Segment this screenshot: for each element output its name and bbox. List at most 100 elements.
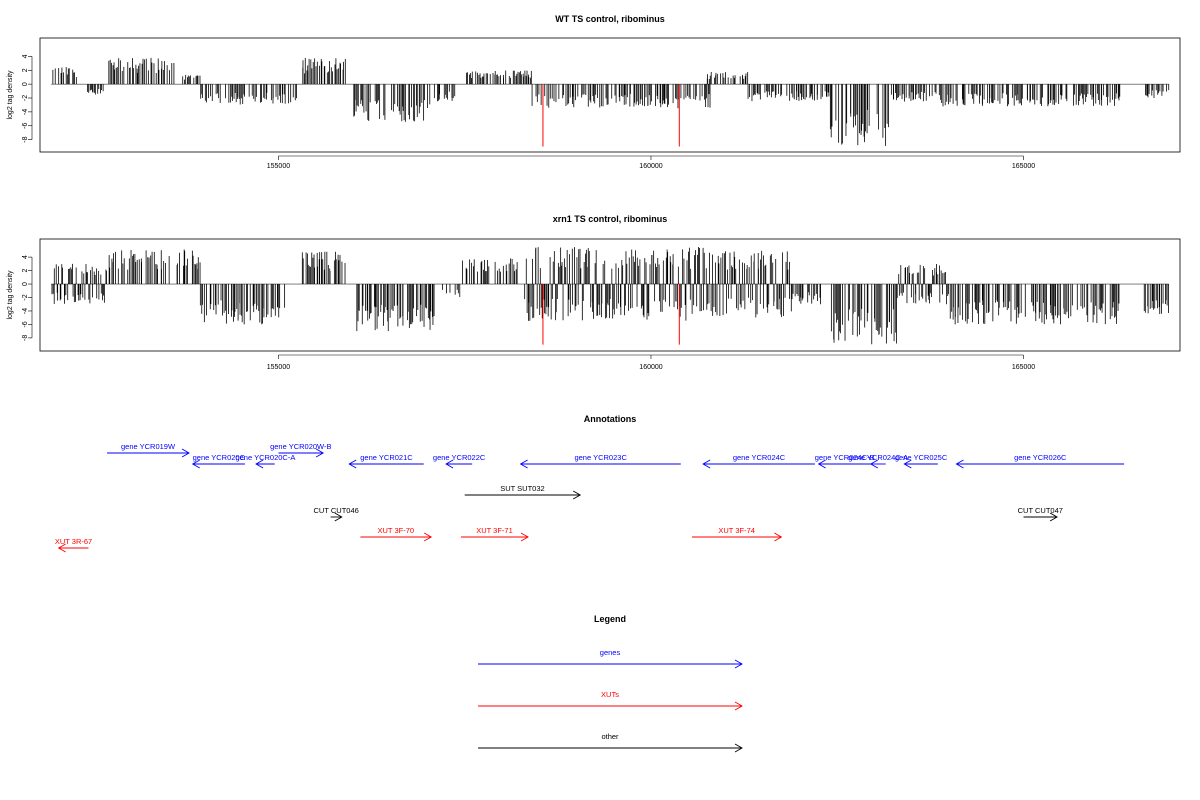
annotation-label: gene YCR026C [1014,453,1067,462]
y-tick-label: -8 [22,136,29,142]
annotation-label: gene YCR020C-A [235,453,295,462]
annotation-arrowhead [702,459,711,469]
y-tick-label: -4 [22,308,29,314]
annotation-genes: gene YCR026C [955,453,1125,469]
panel-wt: WT TS control, ribominus log2 tag densit… [7,14,1181,170]
panel-xrn1: xrn1 TS control, ribominus log2 tag dens… [7,214,1181,371]
x-tick-label: 155000 [267,163,290,170]
annotation-label: gene YCR024C-A [848,453,908,462]
signal-bars-wt [51,57,1170,146]
legend: Legend genes XUTs other [478,614,743,753]
x-tick-label: 160000 [639,364,662,371]
annotation-label: CUT CUT046 [314,506,359,515]
legend-arrowhead [734,701,743,711]
annotation-arrowhead [57,543,66,553]
signal-bars-xrn1 [51,247,1169,345]
annotation-genes: gene YCR024C-B [815,453,875,469]
x-tick-label: 160000 [639,163,662,170]
annotation-genes: gene YCR021C [348,453,424,469]
highlight-bars-xrn1 [542,284,680,345]
x-tick-label: 165000 [1012,163,1035,170]
annotation-arrowhead [520,532,529,542]
annotation-label: XUT 3F-70 [378,526,415,535]
annotation-xuts: XUT 3R-67 [55,537,92,553]
y-tick-label: -2 [22,95,29,101]
axes-wt: 4 2 0 -2 -4 -6 -8 155000 160000 165000 [22,54,1035,170]
annotation-label: gene YCR023C [574,453,627,462]
annotation-genes: gene YCR025C [895,453,948,469]
annotation-genes: gene YCR023C [519,453,681,469]
annotation-arrowhead [519,459,528,469]
y-tick-label: 4 [22,255,29,259]
legend-arrowhead [734,743,743,753]
annotation-label: gene YCR019W [121,442,176,451]
y-tick-label: -2 [22,294,29,300]
annotation-label: XUT 3R-67 [55,537,92,546]
y-axis-label-xrn1: log2 tag density [7,270,14,320]
annotation-arrowhead [255,459,264,469]
annotation-arrowhead [191,459,200,469]
annotation-label: gene YCR021C [360,453,413,462]
y-tick-label: 0 [22,82,29,86]
annotation-genes: gene YCR024C-A [848,453,908,469]
legend-title: Legend [594,614,626,624]
annotation-arrowhead [817,459,826,469]
annotation-arrowhead [869,459,879,469]
annotation-arrowhead [1049,512,1058,522]
annotation-arrowhead [572,490,582,500]
annotation-other: CUT CUT047 [1018,506,1063,522]
legend-arrowhead [734,659,743,669]
y-tick-label: -8 [22,335,29,341]
annotation-label: gene YCR024C [733,453,786,462]
legend-label: other [601,732,619,741]
annotation-genes: gene YCR022C [433,453,486,469]
y-tick-label: 4 [22,54,29,58]
annotation-label: XUT 3F-74 [718,526,755,535]
annotation-arrowhead [315,448,325,458]
annotation-xuts: XUT 3F-71 [460,526,529,542]
annotation-arrowhead [423,532,433,542]
y-tick-label: 2 [22,68,29,72]
annotation-other: SUT SUT032 [464,484,582,500]
legend-label: XUTs [601,690,619,699]
annotation-other: CUT CUT046 [314,506,359,522]
legend-item-xuts: XUTs [478,690,743,711]
legend-item-genes: genes [478,648,743,669]
annotation-label: gene YCR020W-B [270,442,331,451]
annotation-label: CUT CUT047 [1018,506,1063,515]
panel-title-wt: WT TS control, ribominus [555,14,665,24]
y-tick-label: -4 [22,109,29,115]
annotation-genes: gene YCR024C [702,453,815,469]
plot-frame-xrn1 [39,238,1181,352]
annotation-genes: gene YCR020W-B [270,442,332,458]
annotation-arrowhead [334,512,343,522]
annotation-xuts: XUT 3F-74 [691,526,783,542]
plot-frame-wt [39,37,1181,153]
annotation-label: gene YCR020C [193,453,246,462]
annotation-arrowhead [903,459,912,469]
annotation-label: gene YCR022C [433,453,486,462]
annotation-label: gene YCR024C-B [815,453,875,462]
legend-label: genes [600,648,621,657]
annotation-genes: gene YCR020C [191,453,246,469]
annotation-label: SUT SUT032 [500,484,544,493]
annotations-title: Annotations [584,414,637,424]
annotation-genes: gene YCR019W [107,442,190,458]
annotation-arrowhead [181,448,190,458]
panel-title-xrn1: xrn1 TS control, ribominus [553,214,668,224]
highlight-bars-wt [542,84,680,147]
annotation-xuts: XUT 3F-70 [360,526,433,542]
annotation-label: gene YCR025C [895,453,948,462]
y-tick-label: -6 [22,321,29,327]
annotation-genes: gene YCR020C-A [235,453,295,469]
annotations-track: Annotations gene YCR019W gene YCR020W-B ge… [55,414,1125,553]
annotation-arrowhead [955,459,964,469]
annotation-arrowhead [348,459,357,469]
y-tick-label: -6 [22,123,29,129]
x-tick-label: 165000 [1012,364,1035,371]
annotation-label: XUT 3F-71 [476,526,513,535]
axes-xrn1: 4 2 0 -2 -4 -6 -8 155000 160000 165000 [22,255,1035,371]
y-tick-label: 0 [22,282,29,286]
annotation-arrowhead [445,459,454,469]
